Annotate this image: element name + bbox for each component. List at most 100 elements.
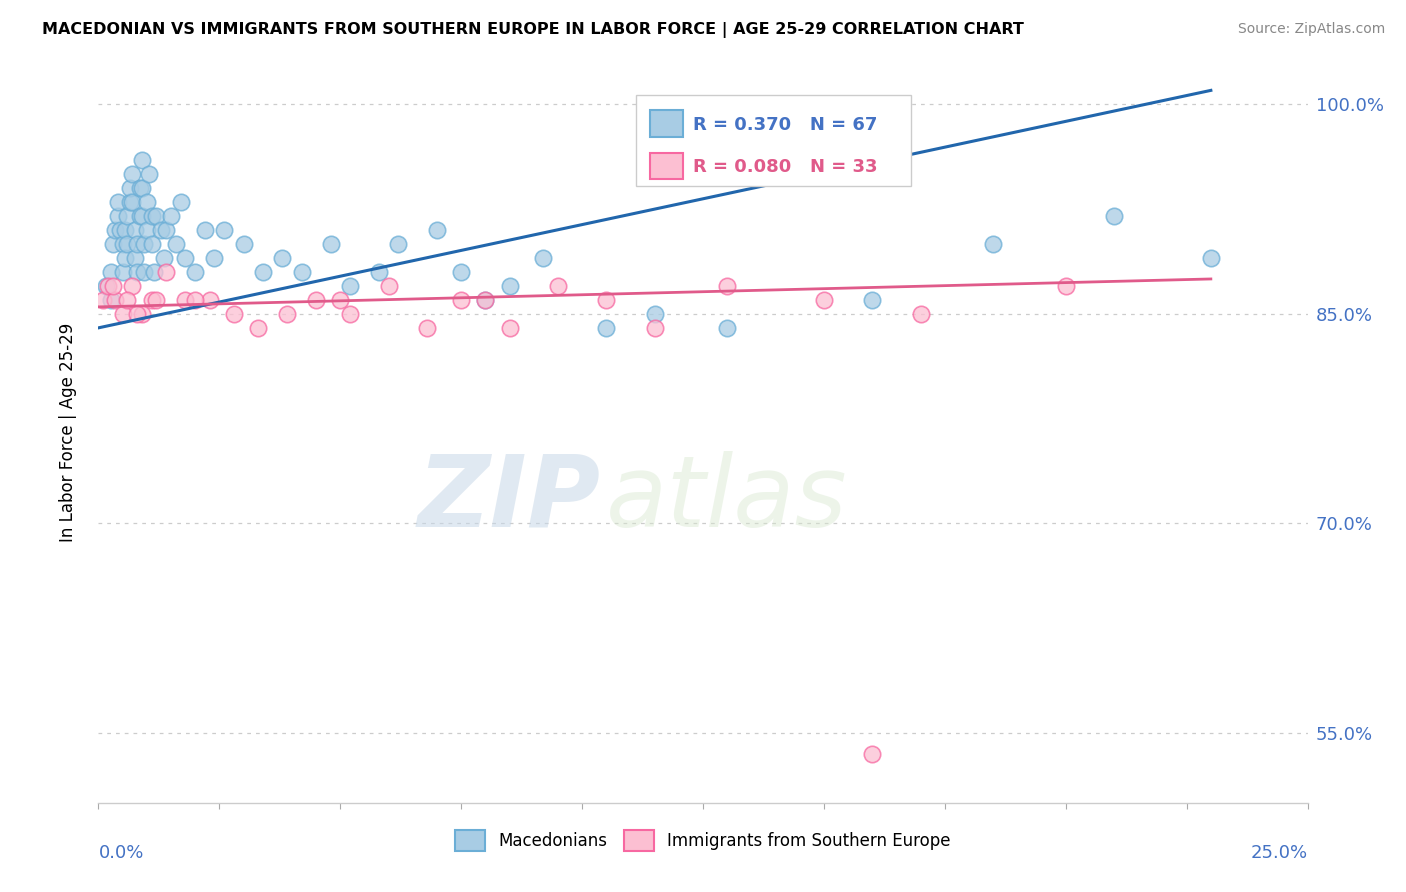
- Point: [121, 279, 143, 293]
- Point: [160, 209, 183, 223]
- Point: [124, 223, 146, 237]
- Point: [232, 237, 254, 252]
- Text: 0.0%: 0.0%: [98, 844, 143, 862]
- Point: [271, 251, 294, 265]
- Text: MACEDONIAN VS IMMIGRANTS FROM SOUTHERN EUROPE IN LABOR FORCE | AGE 25-29 CORRELA: MACEDONIAN VS IMMIGRANTS FROM SOUTHERN E…: [42, 22, 1024, 38]
- Text: R = 0.370   N = 67: R = 0.370 N = 67: [693, 116, 877, 134]
- Point: [450, 265, 472, 279]
- Point: [117, 237, 139, 252]
- Point: [127, 237, 149, 252]
- Point: [174, 293, 197, 307]
- Point: [107, 195, 129, 210]
- Point: [150, 223, 173, 237]
- Point: [252, 265, 274, 279]
- Point: [276, 307, 298, 321]
- Point: [127, 265, 149, 279]
- Point: [1054, 279, 1077, 293]
- Point: [329, 293, 352, 307]
- Text: 25.0%: 25.0%: [1250, 844, 1308, 862]
- Point: [498, 321, 520, 335]
- Point: [1199, 251, 1222, 265]
- Point: [450, 293, 472, 307]
- Point: [339, 279, 361, 293]
- Point: [165, 237, 187, 252]
- Point: [121, 195, 143, 210]
- Point: [134, 265, 156, 279]
- Point: [131, 153, 153, 168]
- Point: [118, 181, 141, 195]
- Point: [716, 279, 738, 293]
- Point: [97, 279, 120, 293]
- Point: [111, 237, 134, 252]
- Point: [111, 265, 134, 279]
- Point: [247, 321, 270, 335]
- Point: [416, 321, 439, 335]
- Point: [426, 223, 449, 237]
- Point: [114, 251, 136, 265]
- Point: [143, 265, 166, 279]
- Point: [134, 237, 156, 252]
- Point: [644, 321, 666, 335]
- Point: [131, 181, 153, 195]
- Point: [111, 307, 134, 321]
- Point: [222, 307, 245, 321]
- Point: [131, 307, 153, 321]
- Point: [141, 293, 163, 307]
- Point: [198, 293, 221, 307]
- Point: [910, 307, 932, 321]
- Point: [145, 293, 167, 307]
- Point: [1102, 209, 1125, 223]
- Point: [101, 279, 124, 293]
- Point: [860, 747, 883, 761]
- Text: Source: ZipAtlas.com: Source: ZipAtlas.com: [1237, 22, 1385, 37]
- Point: [121, 167, 143, 181]
- Point: [184, 293, 207, 307]
- Point: [135, 195, 157, 210]
- Point: [100, 265, 122, 279]
- Point: [547, 279, 569, 293]
- Point: [204, 251, 226, 265]
- Point: [128, 209, 150, 223]
- Point: [716, 321, 738, 335]
- Point: [644, 307, 666, 321]
- Point: [104, 223, 127, 237]
- Point: [128, 181, 150, 195]
- Point: [184, 265, 207, 279]
- Point: [813, 293, 835, 307]
- Point: [155, 223, 177, 237]
- Point: [104, 293, 127, 307]
- Point: [124, 251, 146, 265]
- Point: [377, 279, 399, 293]
- Point: [169, 195, 191, 210]
- Point: [319, 237, 342, 252]
- Point: [305, 293, 328, 307]
- Point: [91, 293, 114, 307]
- Point: [118, 195, 141, 210]
- Point: [141, 237, 163, 252]
- Point: [117, 209, 139, 223]
- Point: [174, 251, 197, 265]
- Point: [860, 293, 883, 307]
- Legend: Macedonians, Immigrants from Southern Europe: Macedonians, Immigrants from Southern Eu…: [449, 823, 957, 857]
- Point: [135, 223, 157, 237]
- Y-axis label: In Labor Force | Age 25-29: In Labor Force | Age 25-29: [59, 323, 77, 542]
- Point: [981, 237, 1004, 252]
- Point: [595, 321, 617, 335]
- Point: [101, 237, 124, 252]
- Text: ZIP: ZIP: [418, 450, 600, 548]
- Point: [127, 307, 149, 321]
- Point: [474, 293, 496, 307]
- Point: [145, 209, 167, 223]
- Point: [474, 293, 496, 307]
- Point: [152, 251, 174, 265]
- Point: [155, 265, 177, 279]
- Point: [117, 293, 139, 307]
- Point: [368, 265, 391, 279]
- Point: [194, 223, 217, 237]
- Point: [138, 167, 160, 181]
- Text: R = 0.080   N = 33: R = 0.080 N = 33: [693, 158, 877, 177]
- Text: atlas: atlas: [606, 450, 848, 548]
- Point: [290, 265, 312, 279]
- Point: [531, 251, 554, 265]
- Point: [498, 279, 520, 293]
